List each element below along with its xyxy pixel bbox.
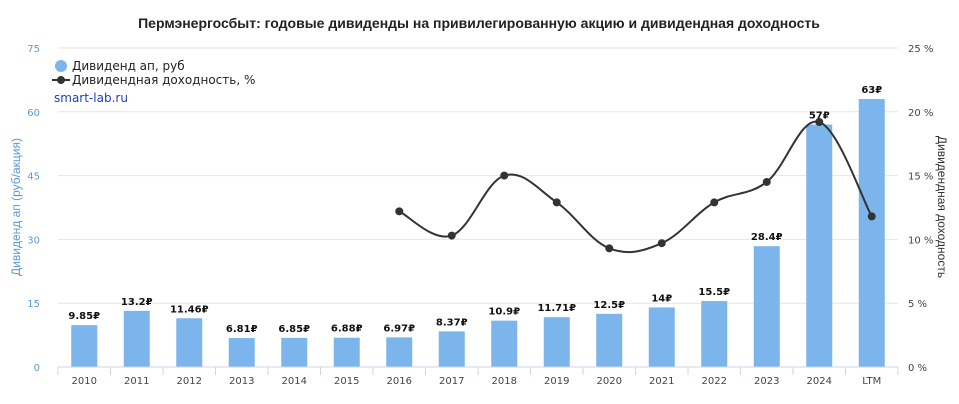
x-tick-label: 2021: [649, 376, 674, 387]
yield-line-series: [395, 118, 876, 254]
bar-data-label: 14₽: [651, 293, 672, 304]
left-tick-label: 45: [27, 172, 40, 183]
left-tick-label: 60: [27, 108, 40, 119]
bar: [648, 307, 675, 367]
x-tick-label: 2011: [124, 376, 149, 387]
x-tick-label: 2012: [177, 376, 202, 387]
bar-data-label: 11.71₽: [537, 303, 576, 314]
bar-data-label: 10.9₽: [488, 307, 520, 318]
bar-data-label: 6.88₽: [331, 324, 363, 335]
bar-data-label: 12.5₽: [593, 300, 625, 311]
yield-point: [657, 239, 666, 248]
x-tick-label: 2022: [702, 376, 727, 387]
chart-title: Пермэнергосбыт: годовые дивиденды на при…: [138, 15, 820, 31]
x-axis: 2010 2011 2012 2013 2014 2015 2016 2017 2018 2019…: [57, 366, 899, 387]
bar-data-label: 8.37₽: [436, 317, 468, 328]
bar-data-label: 6.85₽: [278, 324, 310, 335]
bar-data-label: 6.81₽: [226, 324, 258, 335]
right-tick-label: 25 %: [908, 44, 933, 55]
bar-data-label: 6.97₽: [383, 323, 415, 334]
bar-series: [71, 99, 885, 367]
bar: [281, 337, 308, 367]
bar: [176, 318, 203, 367]
yield-line: [398, 120, 873, 254]
x-tick-label: 2023: [754, 376, 779, 387]
yield-point: [605, 244, 614, 253]
legend-bar-marker: [55, 60, 67, 72]
yield-point: [395, 207, 404, 216]
x-tick-label: 2020: [597, 376, 622, 387]
yield-point: [447, 231, 456, 240]
bar: [123, 310, 150, 367]
right-tick-label: 20 %: [908, 108, 933, 119]
watermark: smart-lab.ru: [54, 91, 128, 105]
bar-data-label: 63₽: [861, 85, 882, 96]
bar: [701, 301, 728, 367]
left-tick-label: 75: [27, 44, 40, 55]
yield-point: [867, 212, 876, 221]
bar: [491, 320, 518, 367]
right-tick-label: 15 %: [908, 172, 933, 183]
bar: [228, 338, 255, 367]
legend-line-label: Дивидендная доходность, %: [72, 73, 255, 87]
bar: [333, 337, 360, 367]
legend: Дивиденд ап, руб Дивидендная доходность,…: [52, 59, 255, 87]
bar: [596, 313, 623, 367]
bar-data-label: 28.4₽: [751, 232, 783, 243]
bar-data-label: 15.5₽: [698, 287, 730, 298]
x-tick-label: 2017: [439, 376, 464, 387]
left-axis: 0 15 30 45 60 75: [27, 44, 40, 374]
bar-data-label: 57₽: [809, 111, 830, 122]
bar: [806, 124, 833, 367]
right-axis-title: Дивидендная доходность: [935, 136, 949, 278]
left-tick-label: 0: [34, 363, 40, 374]
bar: [858, 99, 885, 367]
yield-point: [552, 198, 561, 207]
left-tick-label: 30: [27, 235, 40, 246]
x-tick-label: 2013: [229, 376, 254, 387]
bar: [753, 246, 780, 367]
right-tick-label: 0 %: [908, 363, 927, 374]
yield-point: [500, 171, 509, 180]
bar: [543, 317, 570, 367]
right-tick-label: 5 %: [908, 299, 927, 310]
x-tick-label: 2015: [334, 376, 359, 387]
bar-data-label: 13.2₽: [121, 297, 153, 308]
bar: [71, 325, 98, 367]
bar: [438, 331, 465, 367]
bar-data-label: 11.46₽: [170, 304, 209, 315]
right-axis: 0 % 5 % 10 % 15 % 20 % 25 %: [908, 44, 933, 374]
yield-point: [710, 198, 719, 207]
x-tick-label: 2024: [807, 376, 832, 387]
x-tick-label: 2016: [387, 376, 412, 387]
bar: [386, 337, 413, 367]
bar-data-label: 9.85₽: [68, 311, 100, 322]
left-axis-title: Дивиденд ап (руб/акция): [9, 138, 23, 276]
legend-bar-label: Дивиденд ап, руб: [72, 59, 185, 73]
x-tick-label: 2010: [72, 376, 97, 387]
legend-line-marker-dot: [57, 76, 65, 84]
yield-point: [815, 118, 824, 127]
x-tick-label: 2019: [544, 376, 569, 387]
x-tick-label: LTM: [862, 376, 881, 387]
left-tick-label: 15: [27, 299, 40, 310]
x-tick-label: 2014: [282, 376, 307, 387]
bar-data-labels: 9.85₽ 13.2₽ 11.46₽ 6.81₽ 6.85₽ 6.88₽ 6.97₽ 8.37…: [68, 85, 882, 335]
x-tick-label: 2018: [492, 376, 517, 387]
yield-point: [762, 177, 771, 186]
right-tick-label: 10 %: [908, 235, 933, 246]
